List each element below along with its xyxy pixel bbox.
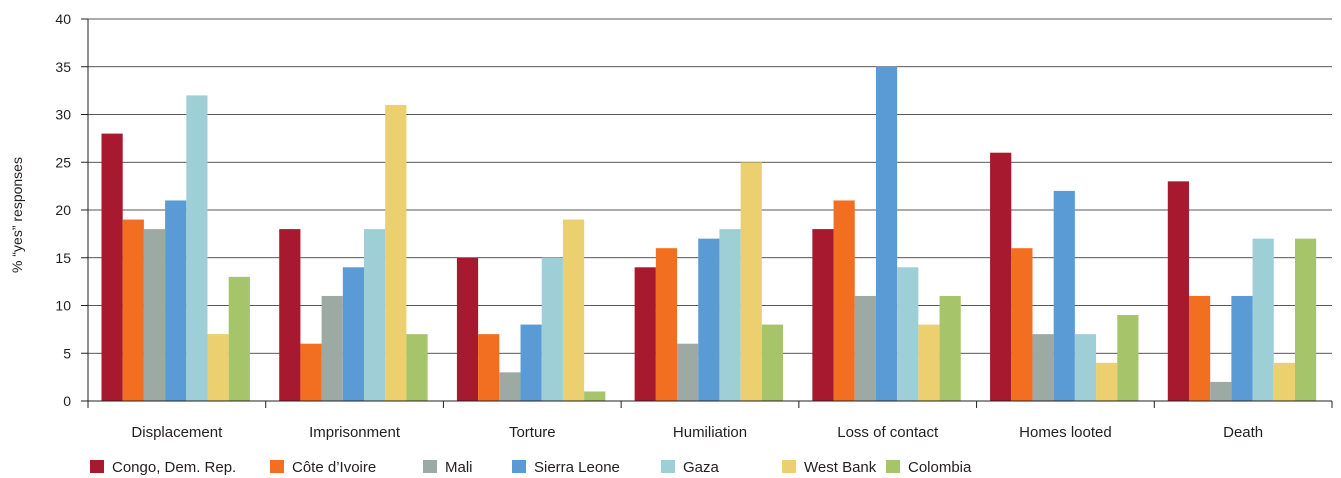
bar <box>761 324 784 401</box>
legend-item: Sierra Leone <box>512 459 620 476</box>
legend-item: Côte d’Ivoire <box>270 459 376 476</box>
bar <box>1074 334 1097 401</box>
bar <box>990 152 1012 401</box>
bar <box>1117 315 1139 401</box>
legend-item: Gaza <box>661 459 720 476</box>
bar <box>634 267 656 401</box>
bar <box>562 219 585 401</box>
legend-label: Côte d’Ivoire <box>292 459 376 476</box>
legend-label: Mali <box>445 459 473 476</box>
y-tick-label: 35 <box>55 59 71 75</box>
bar <box>1188 295 1211 401</box>
bar <box>186 95 208 402</box>
y-tick-label: 40 <box>55 11 71 27</box>
bar <box>122 219 144 401</box>
x-category-label: Humiliation <box>673 424 747 441</box>
bar <box>406 334 428 401</box>
legend-label: Congo, Dem. Rep. <box>112 459 236 476</box>
bar <box>740 162 762 401</box>
y-tick-label: 0 <box>63 393 71 409</box>
bar <box>541 257 563 401</box>
y-tick-label: 20 <box>55 202 71 218</box>
bar <box>101 133 123 401</box>
legend-swatch <box>423 460 437 473</box>
bar <box>698 238 720 401</box>
x-category-label: Loss of contact <box>837 424 939 441</box>
bar <box>385 104 407 401</box>
y-tick-labels: 0 5 10 15 20 25 30 35 40 <box>55 11 71 409</box>
bar <box>1210 381 1232 401</box>
bar <box>1096 362 1118 401</box>
bar <box>321 295 343 401</box>
y-tick-label: 10 <box>55 298 71 314</box>
bars <box>101 66 1317 402</box>
bar <box>719 229 741 401</box>
x-category-label: Imprisonment <box>309 424 401 441</box>
x-category-label: Displacement <box>131 424 223 441</box>
bar <box>228 276 250 401</box>
legend-swatch <box>661 460 675 473</box>
legend-swatch <box>270 460 284 473</box>
bar <box>279 229 301 401</box>
bar <box>854 295 876 401</box>
y-tick-label: 30 <box>55 107 71 123</box>
legend-label: West Bank <box>804 459 877 476</box>
bar <box>1053 190 1075 401</box>
axes <box>81 18 1333 408</box>
bar <box>584 391 606 401</box>
bar <box>456 257 479 401</box>
legend-swatch <box>512 460 526 473</box>
legend: Congo, Dem. Rep. Côte d’Ivoire Mali Sierra … <box>90 459 972 476</box>
legend-item: West Bank <box>782 459 877 476</box>
bar <box>1231 295 1253 401</box>
y-tick-label: 25 <box>55 154 71 170</box>
legend-swatch <box>90 460 104 473</box>
bar <box>1273 362 1295 401</box>
bar <box>165 200 187 401</box>
legend-label: Sierra Leone <box>534 459 620 476</box>
bar <box>677 343 699 401</box>
bar <box>1167 181 1189 401</box>
bar <box>812 229 834 401</box>
bar <box>897 267 919 401</box>
x-category-label: Homes looted <box>1019 424 1112 441</box>
legend-label: Colombia <box>908 459 972 476</box>
bar <box>143 229 166 401</box>
y-tick-label: 15 <box>55 250 71 266</box>
x-category-label: Torture <box>509 424 556 441</box>
bar <box>918 324 940 401</box>
bar <box>1011 248 1033 401</box>
bar <box>655 248 678 401</box>
legend-item: Mali <box>423 459 473 476</box>
bar <box>207 334 229 401</box>
bar <box>833 200 855 401</box>
bar <box>1252 238 1274 401</box>
bar <box>875 66 898 401</box>
x-category-labels: Displacement Imprisonment Torture Humiliati… <box>131 424 1263 441</box>
bar <box>342 267 365 401</box>
bar <box>1032 334 1054 401</box>
legend-item: Colombia <box>886 459 972 476</box>
bar <box>939 295 961 401</box>
x-category-label: Death <box>1223 424 1263 441</box>
bar <box>520 324 542 401</box>
y-axis-label: % “yes” responses <box>9 157 25 273</box>
y-tick-label: 5 <box>63 345 71 361</box>
legend-swatch <box>782 460 796 473</box>
legend-swatch <box>886 460 900 473</box>
legend-label: Gaza <box>683 459 720 476</box>
bar <box>300 343 322 401</box>
bar <box>364 229 386 401</box>
bar <box>478 334 500 401</box>
bar <box>1294 238 1317 401</box>
bar <box>499 372 521 401</box>
legend-item: Congo, Dem. Rep. <box>90 459 236 476</box>
